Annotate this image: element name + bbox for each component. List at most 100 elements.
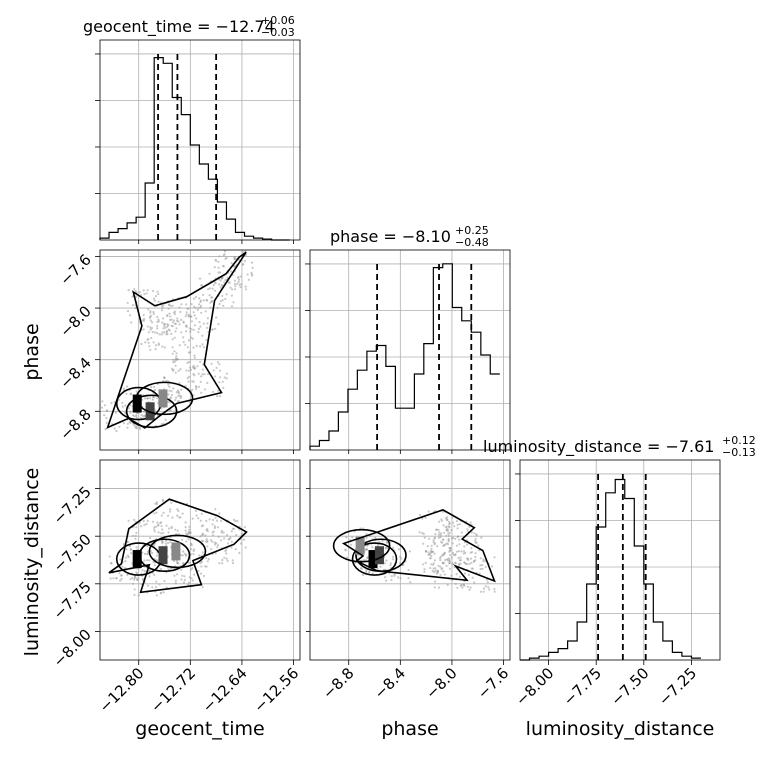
scatter-geocent-phase-point-7-34	[218, 255, 221, 258]
scatter-geocent-luminosity-point-8-30	[227, 538, 230, 541]
scatter-geocent-phase-point-5-16	[190, 303, 193, 306]
scatter-phase-luminosity-point-10-16	[439, 532, 443, 535]
scatter-geocent-phase-point-10-37	[153, 297, 156, 300]
scatter-geocent-phase-point-4-36	[175, 352, 178, 355]
scatter-geocent-luminosity-point-3-26	[184, 554, 188, 557]
scatter-phase-luminosity-point-3-35	[439, 573, 442, 576]
scatter-phase-luminosity-point-9-11	[390, 575, 393, 578]
scatter-geocent-phase-point-12-17	[250, 274, 254, 277]
scatter-geocent-luminosity-point-2-22	[192, 549, 195, 553]
scatter-geocent-luminosity-point-9-11	[167, 527, 170, 530]
scatter-geocent-phase-point-9-34	[144, 341, 147, 344]
scatter-phase-luminosity-point-6-37	[460, 550, 463, 553]
panel-title-geocent-time: geocent_time = −12.74	[83, 17, 275, 37]
scatter-geocent-phase-point-10-23	[151, 321, 154, 324]
scatter-geocent-luminosity-point-0-19	[125, 548, 128, 551]
scatter-geocent-phase-point-0-21	[122, 387, 125, 390]
panel-frame-geoLd	[99, 459, 301, 661]
scatter-geocent-phase-point-7-17	[238, 283, 241, 286]
scatter-geocent-phase-point-14-38	[165, 330, 168, 333]
scatter-geocent-phase-point-11-21	[117, 398, 120, 402]
scatter-phase-luminosity-point-0-10	[362, 573, 365, 577]
hist-geocent-time-histogram	[99, 57, 290, 241]
scatter-geocent-luminosity-point-9-18	[176, 508, 179, 511]
scatter-geocent-luminosity-point-7-24	[221, 562, 224, 565]
scatter-geocent-phase-point-5-36	[193, 314, 196, 317]
panel-title-phase: phase = −8.10	[330, 227, 451, 246]
scatter-geocent-phase-point-7-14	[238, 278, 241, 281]
scatter-geocent-luminosity-point-6-16	[119, 558, 122, 561]
scatter-phase-luminosity-point-1-7	[365, 536, 368, 540]
scatter-geocent-phase-point-2-22	[179, 396, 182, 399]
scatter-geocent-luminosity-point-9-39	[155, 501, 159, 504]
scatter-geocent-phase-point-8-18	[173, 311, 176, 314]
scatter-geocent-phase-point-3-1	[188, 401, 191, 404]
luminosity-distance-ytick-label-2: −7.75	[50, 578, 95, 623]
scatter-phase-luminosity-point-6-3	[450, 556, 453, 559]
scatter-phase-luminosity-point-7-12	[493, 556, 496, 559]
scatter-geocent-luminosity-point-9-12	[169, 508, 172, 511]
scatter-phase-luminosity-point-0-27	[371, 572, 374, 575]
scatter-geocent-phase-point-5-35	[206, 326, 209, 329]
scatter-geocent-phase-point-13-4	[207, 373, 210, 376]
scatter-geocent-phase-point-6-2	[222, 304, 225, 307]
scatter-geocent-luminosity-point-2-2	[182, 550, 185, 553]
scatter-geocent-luminosity-point-7-21	[221, 558, 224, 562]
scatter-phase-luminosity-point-8-33	[418, 513, 422, 517]
scatter-phase-luminosity-point-6-31	[470, 561, 473, 564]
scatter-geocent-phase-point-2-25	[154, 388, 157, 391]
scatter-geocent-luminosity-point-6-35	[109, 561, 113, 565]
scatter-geocent-phase-point-14-10	[199, 304, 203, 307]
scatter-geocent-luminosity-point-10-35	[130, 552, 133, 555]
scatter-geocent-luminosity-point-8-10	[234, 520, 237, 523]
scatter-geocent-phase-point-5-39	[209, 306, 212, 309]
scatter-geocent-phase-point-13-29	[200, 375, 203, 378]
scatter-geocent-luminosity-point-8-37	[226, 542, 230, 545]
scatter-geocent-luminosity-point-5-32	[143, 559, 146, 562]
scatter-phase-luminosity-point-8-7	[421, 517, 424, 520]
scatter-geocent-phase-point-4-30	[203, 346, 206, 349]
scatter-phase-luminosity-point-7-38	[493, 587, 496, 591]
scatter-geocent-phase-point-14-33	[187, 307, 190, 310]
scatter-geocent-phase-point-13-3	[222, 386, 225, 389]
scatter-geocent-phase-point-14-14	[167, 303, 170, 307]
scatter-geocent-phase-point-5-10	[218, 302, 221, 306]
scatter-geocent-phase-point-9-31	[142, 328, 145, 331]
scatter-phase-luminosity-point-1-27	[376, 567, 379, 571]
scatter-geocent-luminosity-point-3-19	[183, 575, 186, 578]
scatter-phase-luminosity-point-4-8	[432, 562, 435, 565]
scatter-geocent-luminosity-point-7-4	[222, 531, 225, 534]
scatter-phase-luminosity-point-10-2	[455, 544, 458, 547]
scatter-geocent-phase-point-3-18	[192, 380, 195, 383]
scatter-geocent-phase-point-10-33	[127, 289, 130, 292]
scatter-phase-luminosity-point-9-8	[397, 576, 400, 579]
scatter-geocent-phase-point-1-24	[160, 423, 163, 426]
scatter-phase-luminosity-point-5-4	[458, 575, 461, 578]
scatter-geocent-luminosity-point-8-8	[220, 519, 223, 523]
scatter-phase-luminosity-point-5-25	[441, 561, 444, 564]
scatter-geocent-luminosity-point-0-8	[143, 570, 146, 573]
scatter-geocent-phase-point-8-33	[147, 308, 150, 311]
scatter-phase-luminosity-point-9-0	[385, 559, 388, 562]
scatter-geocent-phase-point-7-30	[220, 284, 223, 287]
scatter-phase-luminosity-point-6-28	[451, 562, 454, 565]
scatter-phase-luminosity-point-10-25	[463, 545, 466, 548]
scatter-phase-luminosity-point-10-23	[464, 551, 467, 555]
scatter-geocent-phase-point-0-37	[150, 386, 153, 389]
scatter-geocent-luminosity-point-8-39	[213, 541, 216, 544]
scatter-phase-luminosity-density-1	[374, 546, 384, 565]
scatter-geocent-luminosity-point-6-38	[129, 578, 132, 581]
scatter-geocent-phase-point-4-33	[199, 360, 202, 363]
scatter-geocent-phase-point-11-9	[121, 401, 124, 404]
scatter-geocent-luminosity-point-0-32	[135, 546, 138, 549]
scatter-phase-luminosity-point-10-13	[474, 552, 477, 555]
scatter-geocent-phase-point-10-30	[161, 306, 164, 310]
scatter-geocent-phase-point-6-23	[232, 301, 235, 304]
scatter-geocent-phase-point-13-16	[214, 375, 217, 378]
scatter-geocent-luminosity-point-5-17	[153, 573, 156, 577]
scatter-phase-luminosity-point-4-33	[454, 553, 457, 556]
scatter-phase-luminosity-point-0-15	[379, 565, 382, 568]
scatter-geocent-phase-point-14-29	[167, 307, 170, 310]
scatter-geocent-phase-point-4-17	[195, 344, 198, 347]
scatter-phase-luminosity-point-3-32	[422, 563, 425, 566]
